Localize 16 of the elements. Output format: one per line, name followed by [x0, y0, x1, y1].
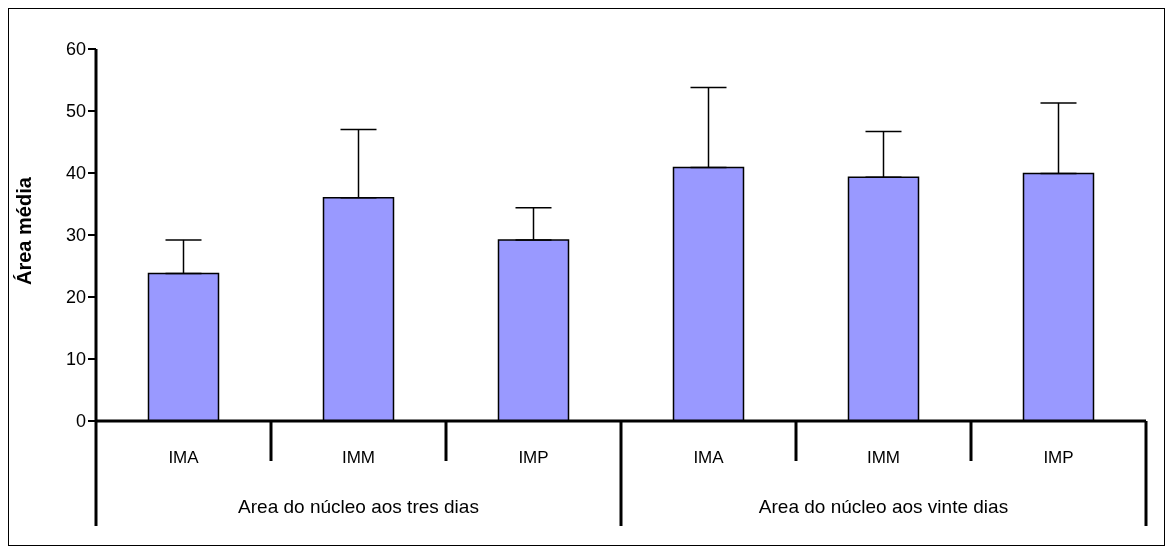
y-tick-label: 10 [65, 349, 86, 370]
y-tick-label: 40 [65, 163, 86, 184]
x-tick-label: IMP [1043, 448, 1074, 468]
y-tick-label: 0 [75, 411, 86, 432]
y-tick-label: 20 [65, 287, 86, 308]
y-tick-label: 50 [65, 101, 86, 122]
y-axis-title: Área média [13, 176, 36, 285]
y-tick-label: 60 [65, 39, 86, 60]
x-tick-label: IMM [866, 448, 901, 468]
x-tick-label: IMA [168, 448, 200, 468]
y-tick-label: 30 [65, 225, 86, 246]
x-tick-label: IMM [341, 448, 376, 468]
text: Area do núcleo aos vinte dias [758, 496, 1009, 517]
x-tick-label: IMA [693, 448, 725, 468]
text: Area do núcleo aos tres dias [238, 496, 479, 517]
x-tick-label: IMP [518, 448, 549, 468]
